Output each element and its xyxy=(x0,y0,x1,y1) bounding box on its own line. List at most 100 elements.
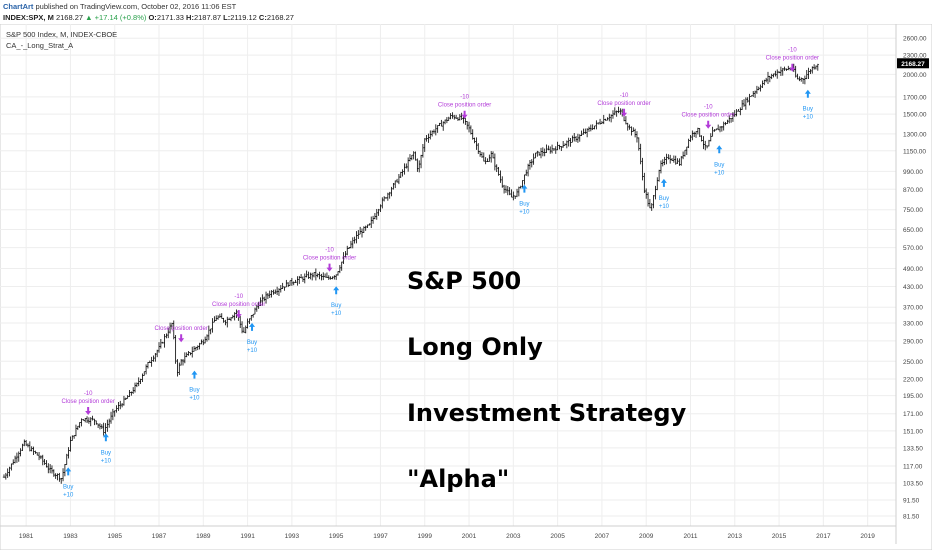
close-arrow-icon xyxy=(85,406,92,415)
close-label: -10 xyxy=(325,248,334,254)
close-label: -10 xyxy=(788,48,797,54)
close-label: Close position order xyxy=(438,103,491,109)
close-value: 2168.27 xyxy=(266,13,294,22)
close-label: -10 xyxy=(620,93,629,99)
chart-frame[interactable]: 2600.00 2300.00 2000.00 1700.00 1500.00 1300.… xyxy=(0,24,932,550)
y-tick-label: 2000.00 xyxy=(903,72,927,79)
y-tick-label: 430.00 xyxy=(903,284,923,291)
close-arrow-icon xyxy=(178,334,185,343)
buy-label: Buy xyxy=(189,388,199,394)
buy-signal: Buy +10 xyxy=(101,433,112,464)
buy-arrow-icon xyxy=(102,433,109,442)
x-tick-label: 2017 xyxy=(816,533,831,540)
x-tick-label: 1981 xyxy=(19,533,34,540)
close-label: Close position order xyxy=(212,302,265,308)
buy-label: Buy xyxy=(803,107,813,113)
price-bar xyxy=(816,63,820,71)
buy-label: Buy xyxy=(247,340,257,346)
x-tick-label: 1993 xyxy=(285,533,300,540)
overlay-line-4: "Alpha" xyxy=(407,465,510,493)
buy-label: +10 xyxy=(101,458,112,464)
close-label: -10 xyxy=(704,105,713,111)
publish-text: published on TradingView.com, October 02… xyxy=(33,2,237,11)
close-signal: Close position order xyxy=(154,326,208,343)
x-tick-label: 2013 xyxy=(728,533,743,540)
y-tick-label: 117.00 xyxy=(903,464,923,471)
close-label: -10 xyxy=(460,95,469,101)
strategy-signals: Buy +10 -10 Close position order Buy +10 Close… xyxy=(61,48,819,499)
overlay-line-3: Investment Strategy xyxy=(407,399,687,427)
buy-arrow-icon xyxy=(249,322,256,331)
buy-signal: Buy +10 xyxy=(331,286,342,317)
close-arrow-icon xyxy=(789,63,796,72)
x-tick-label: 2011 xyxy=(683,533,697,540)
close-signal: -10 Close position order xyxy=(61,391,115,415)
close-signal: -10 Close position order xyxy=(212,294,265,319)
y-tick-label: 250.00 xyxy=(903,359,923,366)
brand-link[interactable]: ChartArt xyxy=(3,2,34,11)
overlay-line-2: Long Only xyxy=(407,333,543,361)
open-label: O: xyxy=(148,13,157,22)
x-tick-label: 1983 xyxy=(63,533,78,540)
buy-arrow-icon xyxy=(65,467,72,476)
buy-label: Buy xyxy=(714,162,724,168)
y-tick-label: 290.00 xyxy=(903,338,923,345)
open-value: 2171.33 xyxy=(156,13,184,22)
buy-label: Buy xyxy=(63,484,73,490)
close-label: C: xyxy=(258,13,267,22)
buy-arrow-icon xyxy=(333,286,340,295)
buy-signal: Buy +10 xyxy=(247,322,258,354)
close-signal: -10 Close position order xyxy=(303,248,356,272)
high-value: 2187.87 xyxy=(193,13,222,22)
y-tick-label: 1300.00 xyxy=(903,131,927,138)
buy-label: Buy xyxy=(659,196,669,202)
y-tick-label: 151.00 xyxy=(903,428,923,435)
y-tick-label: 570.00 xyxy=(903,245,923,252)
buy-label: +10 xyxy=(189,396,200,402)
price-axis[interactable]: 2600.00 2300.00 2000.00 1700.00 1500.00 1300.… xyxy=(903,36,927,521)
y-tick-label: 490.00 xyxy=(903,266,923,273)
buy-arrow-icon xyxy=(191,370,198,379)
close-arrow-icon xyxy=(621,108,628,117)
y-tick-label: 1500.00 xyxy=(903,112,927,119)
legend-strategy: CA_-_Long_Strat_A xyxy=(6,41,73,50)
high-label: H: xyxy=(186,13,194,22)
buy-signal: Buy +10 xyxy=(714,145,725,176)
symbol-label: INDEX:SPX, M xyxy=(3,13,54,22)
buy-signal: Buy +10 xyxy=(189,370,200,402)
buy-label: +10 xyxy=(803,115,814,121)
last-price: 2168.27 xyxy=(55,13,84,22)
time-axis[interactable]: 1981 1983 1985 1987 1989 1991 1993 1995 1997 1999… xyxy=(19,533,875,540)
y-tick-label: 650.00 xyxy=(903,227,923,234)
x-tick-label: 1991 xyxy=(240,533,255,540)
close-signal: -10 Close position order xyxy=(597,93,651,117)
buy-signal: Buy +10 xyxy=(659,178,670,210)
buy-label: +10 xyxy=(714,170,725,176)
legend-title: S&P 500 Index, M, INDEX-CBOE xyxy=(6,30,117,39)
close-label: Close position order xyxy=(61,399,114,405)
buy-arrow-icon xyxy=(660,178,667,187)
x-tick-label: 1999 xyxy=(418,533,433,540)
publish-info: ChartArt published on TradingView.com, O… xyxy=(3,2,236,11)
x-tick-label: 2001 xyxy=(462,533,477,540)
x-tick-label: 1985 xyxy=(107,533,122,540)
close-arrow-icon xyxy=(235,310,242,319)
y-tick-label: 91.50 xyxy=(903,497,920,504)
y-tick-label: 133.50 xyxy=(903,445,923,452)
y-tick-label: 220.00 xyxy=(903,376,923,383)
y-tick-label: 870.00 xyxy=(903,187,923,194)
y-tick-label: 370.00 xyxy=(903,305,923,312)
y-tick-label: 171.00 xyxy=(903,411,923,418)
y-tick-label: 2600.00 xyxy=(903,36,927,43)
close-signal: -10 Close position order xyxy=(766,48,819,72)
x-tick-label: 1997 xyxy=(373,533,388,540)
last-price-tag: 2168.27 xyxy=(897,58,929,69)
close-arrow-icon xyxy=(461,110,468,119)
y-tick-label: 990.00 xyxy=(903,169,923,176)
buy-label: +10 xyxy=(331,311,342,317)
x-tick-label: 2019 xyxy=(860,533,875,540)
x-tick-label: 2015 xyxy=(772,533,787,540)
buy-label: +10 xyxy=(247,348,258,354)
low-label: L: xyxy=(223,13,231,22)
buy-signal: Buy +10 xyxy=(519,184,530,216)
